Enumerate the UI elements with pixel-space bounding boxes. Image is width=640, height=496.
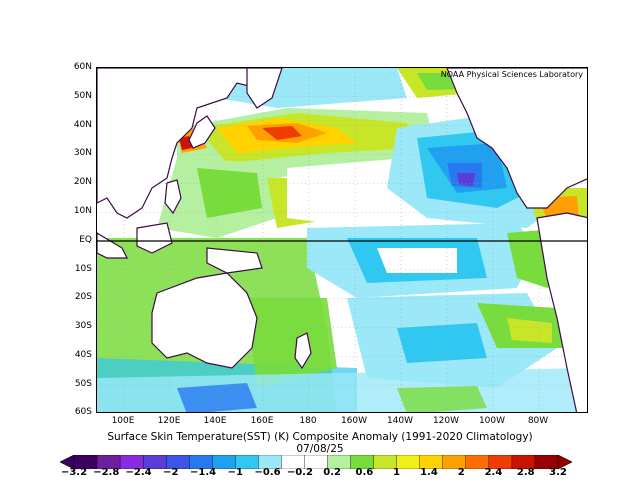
colorbar-label: 1 [393,467,401,478]
lat-label: 60S [74,407,92,417]
lon-label: 120W [432,416,460,426]
land-masses [97,68,587,412]
colorbar-max-arrow [557,455,572,469]
lat-label: 30S [74,321,92,331]
lon-label: 80W [527,416,549,426]
map-caption: Surface Skin Temperature(SST) (K) Compos… [107,431,533,443]
colorbar-label: −2.8 [93,467,120,478]
lat-label: 40N [73,120,92,130]
lon-label: 160E [250,416,274,426]
colorbar-label: 0.6 [355,467,374,478]
lat-label: 50S [74,379,92,389]
new-zealand-landmass [294,332,312,370]
colorbar-label: 0.2 [323,467,341,478]
lat-label: EQ [79,235,92,245]
lon-label: 180 [299,416,317,426]
colorbar-label: −2 [163,467,179,478]
colorbar-label: 1.4 [420,467,438,478]
asia-landmass [97,68,268,219]
south-america-landmass [536,212,587,412]
colorbar-label: −1 [227,467,243,478]
lat-label: 20S [74,292,92,302]
credit-label: NOAA Physical Sciences Laboratory [440,70,583,79]
kamchatka-landmass [246,68,283,109]
lon-label: 100W [478,416,506,426]
sst-anomaly-map: NOAA Physical Sciences Laboratory [96,67,588,413]
lat-label: 20N [73,177,92,187]
north-america-landmass [446,68,587,209]
lat-label: 40S [74,350,92,360]
colorbar-label: −2.4 [125,467,152,478]
colorbar-label: −0.2 [286,467,313,478]
colorbar-label: 2.8 [516,467,535,478]
lat-label: 60N [73,62,92,72]
borneo-landmass [136,222,173,254]
colorbar-label: −0.6 [254,467,281,478]
philippines-landmass [164,179,182,215]
lat-label: 50N [73,91,92,101]
sumatra-landmass [97,232,128,259]
new-guinea-landmass [206,247,263,274]
lat-label: 30N [73,148,92,158]
colorbar-label: 2 [457,467,465,478]
japan-landmass [188,115,216,149]
lon-label: 120E [157,416,181,426]
lon-label: 160W [340,416,368,426]
australia-landmass [151,272,258,369]
colorbar-label: −3.2 [60,467,88,478]
lon-label: 100E [111,416,135,426]
colorbar-label: −1.4 [190,467,217,478]
lat-label: 10N [73,206,92,216]
colorbar [60,455,572,469]
lat-label: 10S [74,264,92,274]
map-date: 07/08/25 [296,443,344,455]
colorbar-labels: −3.2 −2.8 −2.4 −2 −1.4 −1 −0.6 −0.2 0.2 0.6 1 1.4 2 2… [60,467,572,481]
lon-label: 140W [386,416,414,426]
colorbar-label: 2.4 [484,467,503,478]
colorbar-label: 3.2 [549,467,567,478]
lon-label: 140E [203,416,227,426]
